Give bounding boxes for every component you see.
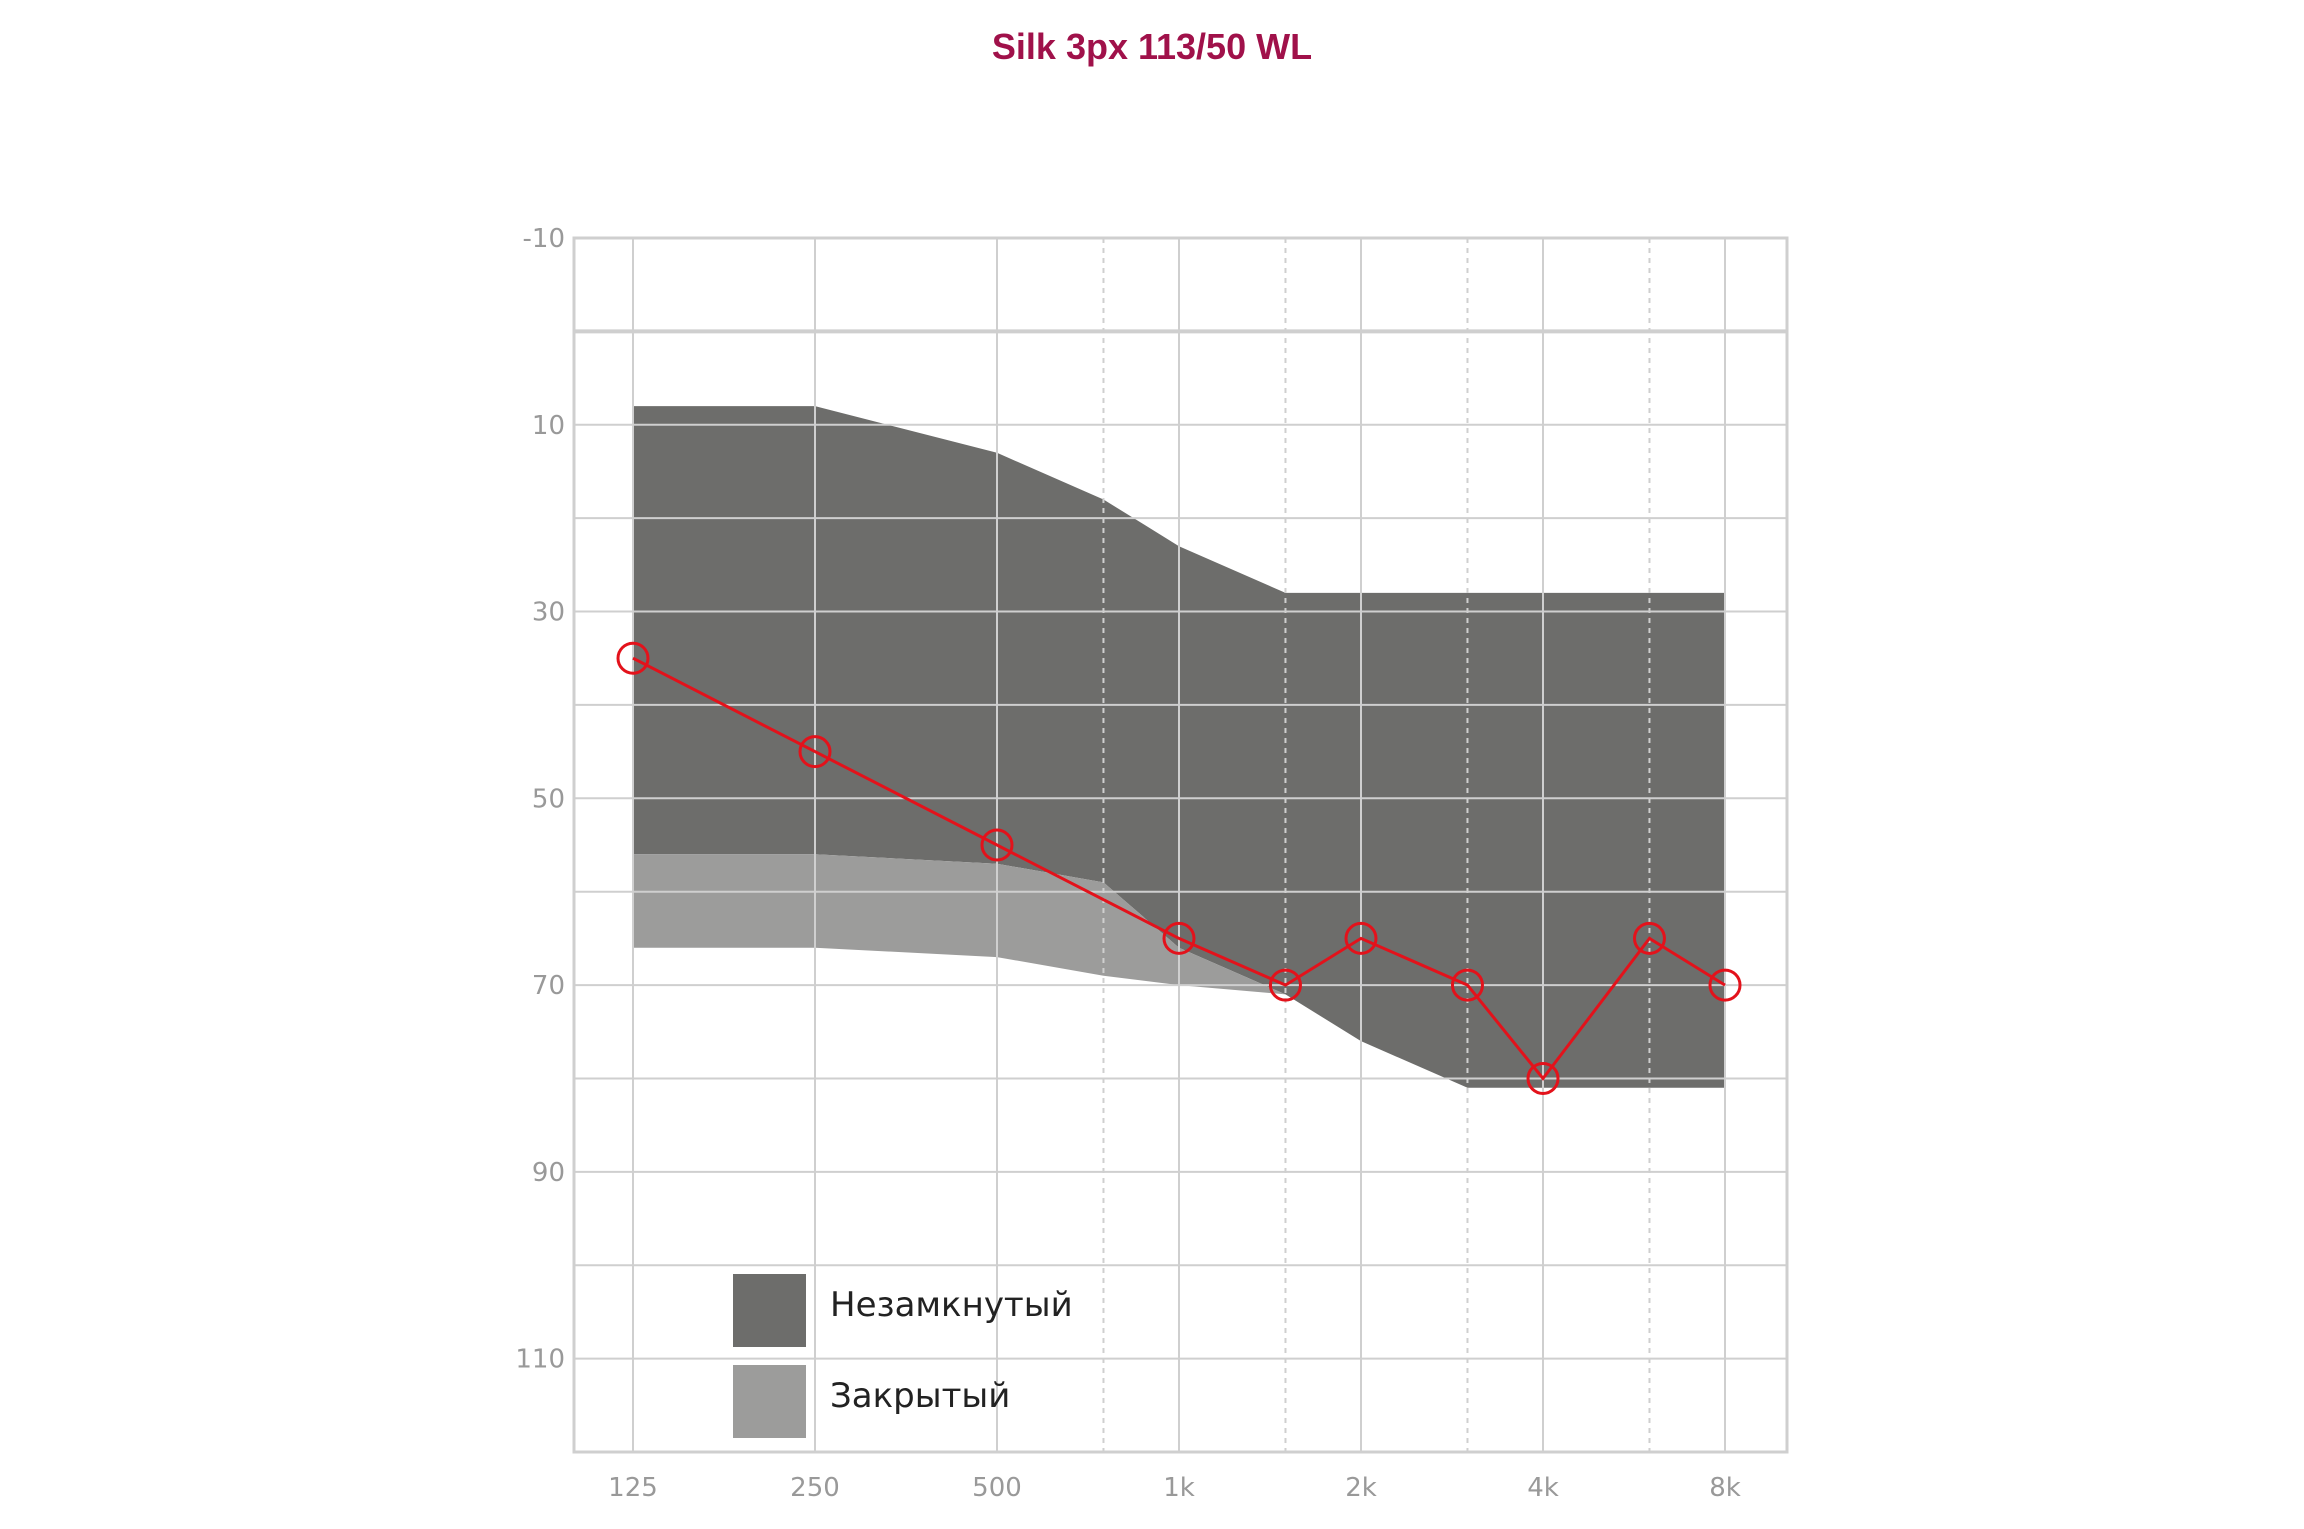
threshold-point (616, 641, 650, 675)
plot-frame (572, 236, 1789, 1454)
legend-swatch-open (733, 1274, 806, 1347)
legend-swatch-closed (733, 1365, 806, 1438)
y-tick-label: -10 (523, 224, 565, 254)
x-tick-label: 500 (972, 1473, 1022, 1503)
x-axis-ticks: 125 250 500 1k 2k 4k 8k (608, 1473, 1741, 1503)
x-tick-label: 8k (1709, 1473, 1741, 1503)
threshold-point (1344, 921, 1378, 955)
x-tick-label: 4k (1527, 1473, 1559, 1503)
y-tick-label: 50 (532, 784, 565, 814)
x-tick-label: 250 (790, 1473, 840, 1503)
x-tick-label: 125 (608, 1473, 658, 1503)
legend-label-closed: Закрытый (830, 1376, 1010, 1416)
threshold-line (632, 656, 1726, 1081)
y-axis-ticks: -10 10 30 50 70 90 110 (515, 224, 565, 1375)
y-tick-label: 10 (532, 411, 565, 441)
hearing-threshold-series (616, 641, 1742, 1095)
threshold-point (1268, 968, 1302, 1002)
y-tick-label: 110 (515, 1345, 565, 1375)
chart-grid (572, 236, 1789, 1454)
threshold-point (980, 828, 1014, 862)
threshold-point (1162, 921, 1196, 955)
threshold-point (1450, 968, 1484, 1002)
chart-legend: Незамкнутый Закрытый (733, 1274, 1073, 1438)
chart-title: Silk 3px 113/50 WL (991, 26, 1313, 67)
legend-label-open: Незамкнутый (830, 1285, 1073, 1325)
y-tick-label: 90 (532, 1158, 565, 1188)
x-tick-label: 1k (1163, 1473, 1195, 1503)
threshold-point (1708, 968, 1742, 1002)
closed-fit-band (633, 854, 1286, 995)
x-tick-label: 2k (1345, 1473, 1377, 1503)
y-tick-label: 30 (532, 598, 565, 628)
threshold-point (798, 735, 832, 769)
threshold-point (1632, 921, 1666, 955)
threshold-point (1526, 1061, 1560, 1095)
y-tick-label: 70 (532, 971, 565, 1001)
